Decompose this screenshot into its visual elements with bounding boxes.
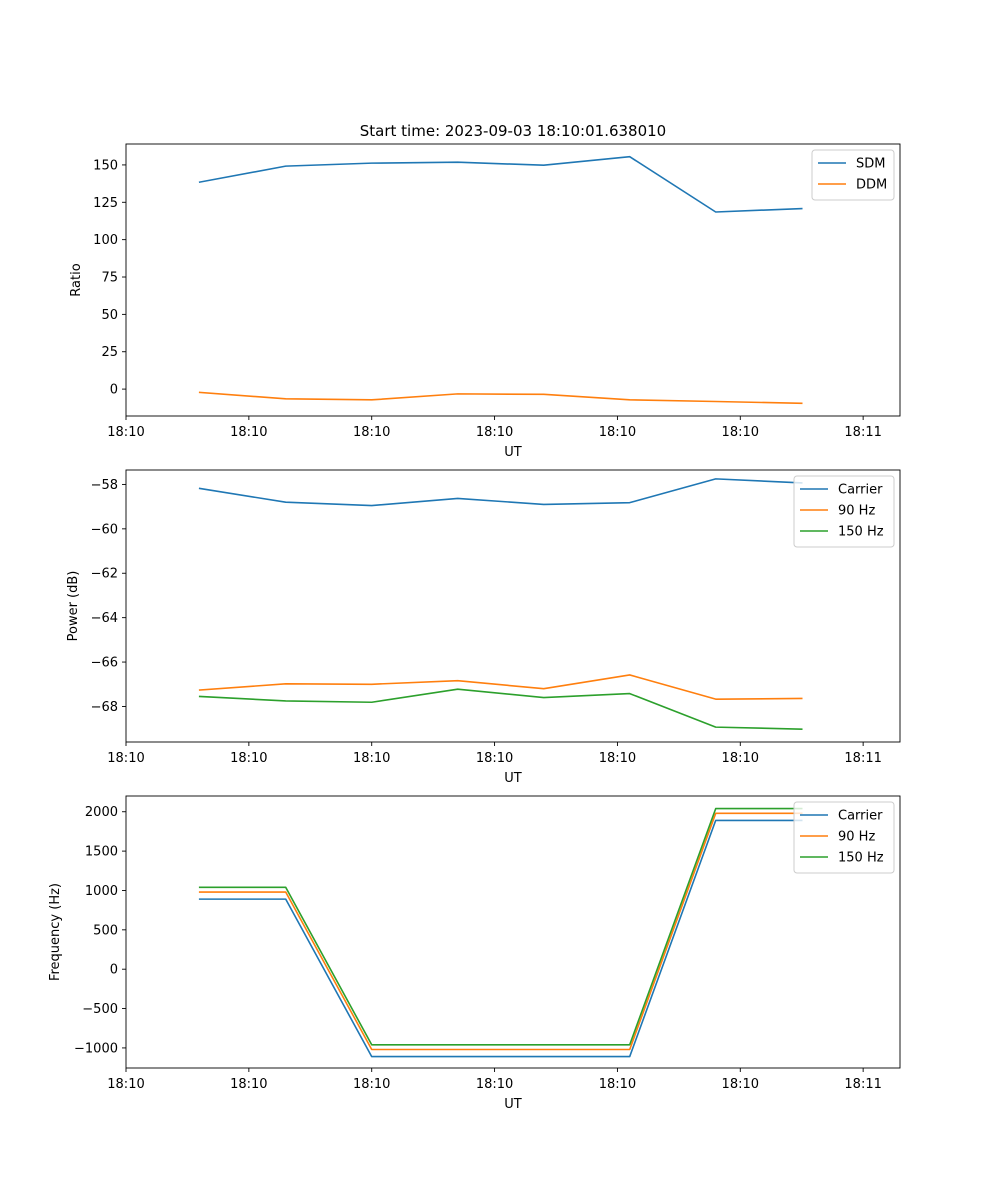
x-tick-label: 18:10 (230, 1077, 267, 1092)
x-tick-label: 18:11 (844, 1077, 881, 1092)
x-tick-label: 18:10 (230, 425, 267, 440)
y-tick-label: 1000 (85, 884, 118, 899)
axes-frame (125, 143, 901, 417)
x-tick-label: 18:10 (476, 1077, 513, 1092)
y-axis-label: Ratio (69, 263, 84, 296)
y-tick-label: 25 (101, 345, 118, 360)
series-line-ddm (198, 391, 803, 405)
x-tick-label: 18:10 (353, 751, 390, 766)
legend: SDM DDM (811, 149, 895, 201)
x-tick-label: 18:11 (844, 751, 881, 766)
series-line-150-hz (198, 807, 803, 1046)
y-axis-label: Power (dB) (66, 571, 81, 642)
series-line-90-hz (198, 674, 803, 700)
y-tick-label: −58 (91, 478, 118, 493)
frequency-subplot: 18:10 18:10 18:10 18:10 18:10 18:10 18:11 −1000… (48, 795, 901, 1112)
legend-box (793, 475, 895, 548)
series-line-sdm (198, 155, 803, 213)
series-line-90-hz (198, 812, 803, 1051)
chart-title: Start time: 2023-09-03 18:10:01.638010 (360, 122, 666, 140)
x-tick-label: 18:10 (722, 425, 759, 440)
x-tick-label: 18:10 (107, 1077, 144, 1092)
axes-frame (125, 795, 901, 1069)
x-tick-label: 18:11 (844, 425, 881, 440)
x-tick-label: 18:10 (107, 425, 144, 440)
legend-label: 90 Hz (838, 830, 875, 845)
y-tick-label: −66 (91, 656, 118, 671)
y-tick-label: 500 (93, 923, 118, 938)
x-axis-label: UT (504, 445, 522, 460)
y-tick-label: −1000 (74, 1041, 118, 1056)
x-axis-label: UT (504, 1097, 522, 1112)
ratio-subplot: 18:10 18:10 18:10 18:10 18:10 18:10 18:11 0 25 50… (69, 143, 901, 460)
x-tick-label: 18:10 (599, 1077, 636, 1092)
y-tick-label: −68 (91, 700, 118, 715)
axes-frame (125, 469, 901, 743)
legend-label: Carrier (838, 809, 883, 824)
x-tick-label: 18:10 (476, 751, 513, 766)
y-tick-label: 125 (93, 196, 118, 211)
legend-label: DDM (856, 178, 887, 193)
y-tick-label: 75 (101, 271, 118, 286)
legend: Carrier 90 Hz 150 Hz (793, 801, 895, 874)
x-tick-label: 18:10 (353, 1077, 390, 1092)
legend-label: Carrier (838, 483, 883, 498)
y-tick-label: −64 (91, 611, 118, 626)
y-tick-label: −60 (91, 522, 118, 537)
y-tick-label: 150 (93, 158, 118, 173)
x-tick-label: 18:10 (599, 751, 636, 766)
x-axis-label: UT (504, 771, 522, 786)
x-tick-label: 18:10 (599, 425, 636, 440)
x-tick-label: 18:10 (353, 425, 390, 440)
legend-label: SDM (856, 157, 885, 172)
series-line-carrier (198, 819, 803, 1058)
legend: Carrier 90 Hz 150 Hz (793, 475, 895, 548)
x-tick-label: 18:10 (230, 751, 267, 766)
legend-box (793, 801, 895, 874)
x-tick-label: 18:10 (722, 751, 759, 766)
y-tick-label: 0 (110, 383, 118, 398)
y-axis-label: Frequency (Hz) (48, 883, 63, 981)
x-tick-label: 18:10 (722, 1077, 759, 1092)
legend-label: 150 Hz (838, 851, 884, 866)
legend-label: 150 Hz (838, 525, 884, 540)
y-tick-label: 50 (101, 308, 118, 323)
y-tick-label: −500 (82, 1002, 118, 1017)
y-tick-label: 2000 (85, 805, 118, 820)
legend-label: 90 Hz (838, 504, 875, 519)
y-tick-label: 0 (110, 963, 118, 978)
y-tick-label: −62 (91, 567, 118, 582)
y-tick-label: 100 (93, 233, 118, 248)
x-tick-label: 18:10 (107, 751, 144, 766)
series-line-150-hz (198, 688, 803, 730)
power-subplot: 18:10 18:10 18:10 18:10 18:10 18:10 18:11 −68 −6… (66, 469, 901, 786)
series-line-carrier (198, 478, 803, 507)
x-tick-label: 18:10 (476, 425, 513, 440)
y-tick-label: 1500 (85, 845, 118, 860)
